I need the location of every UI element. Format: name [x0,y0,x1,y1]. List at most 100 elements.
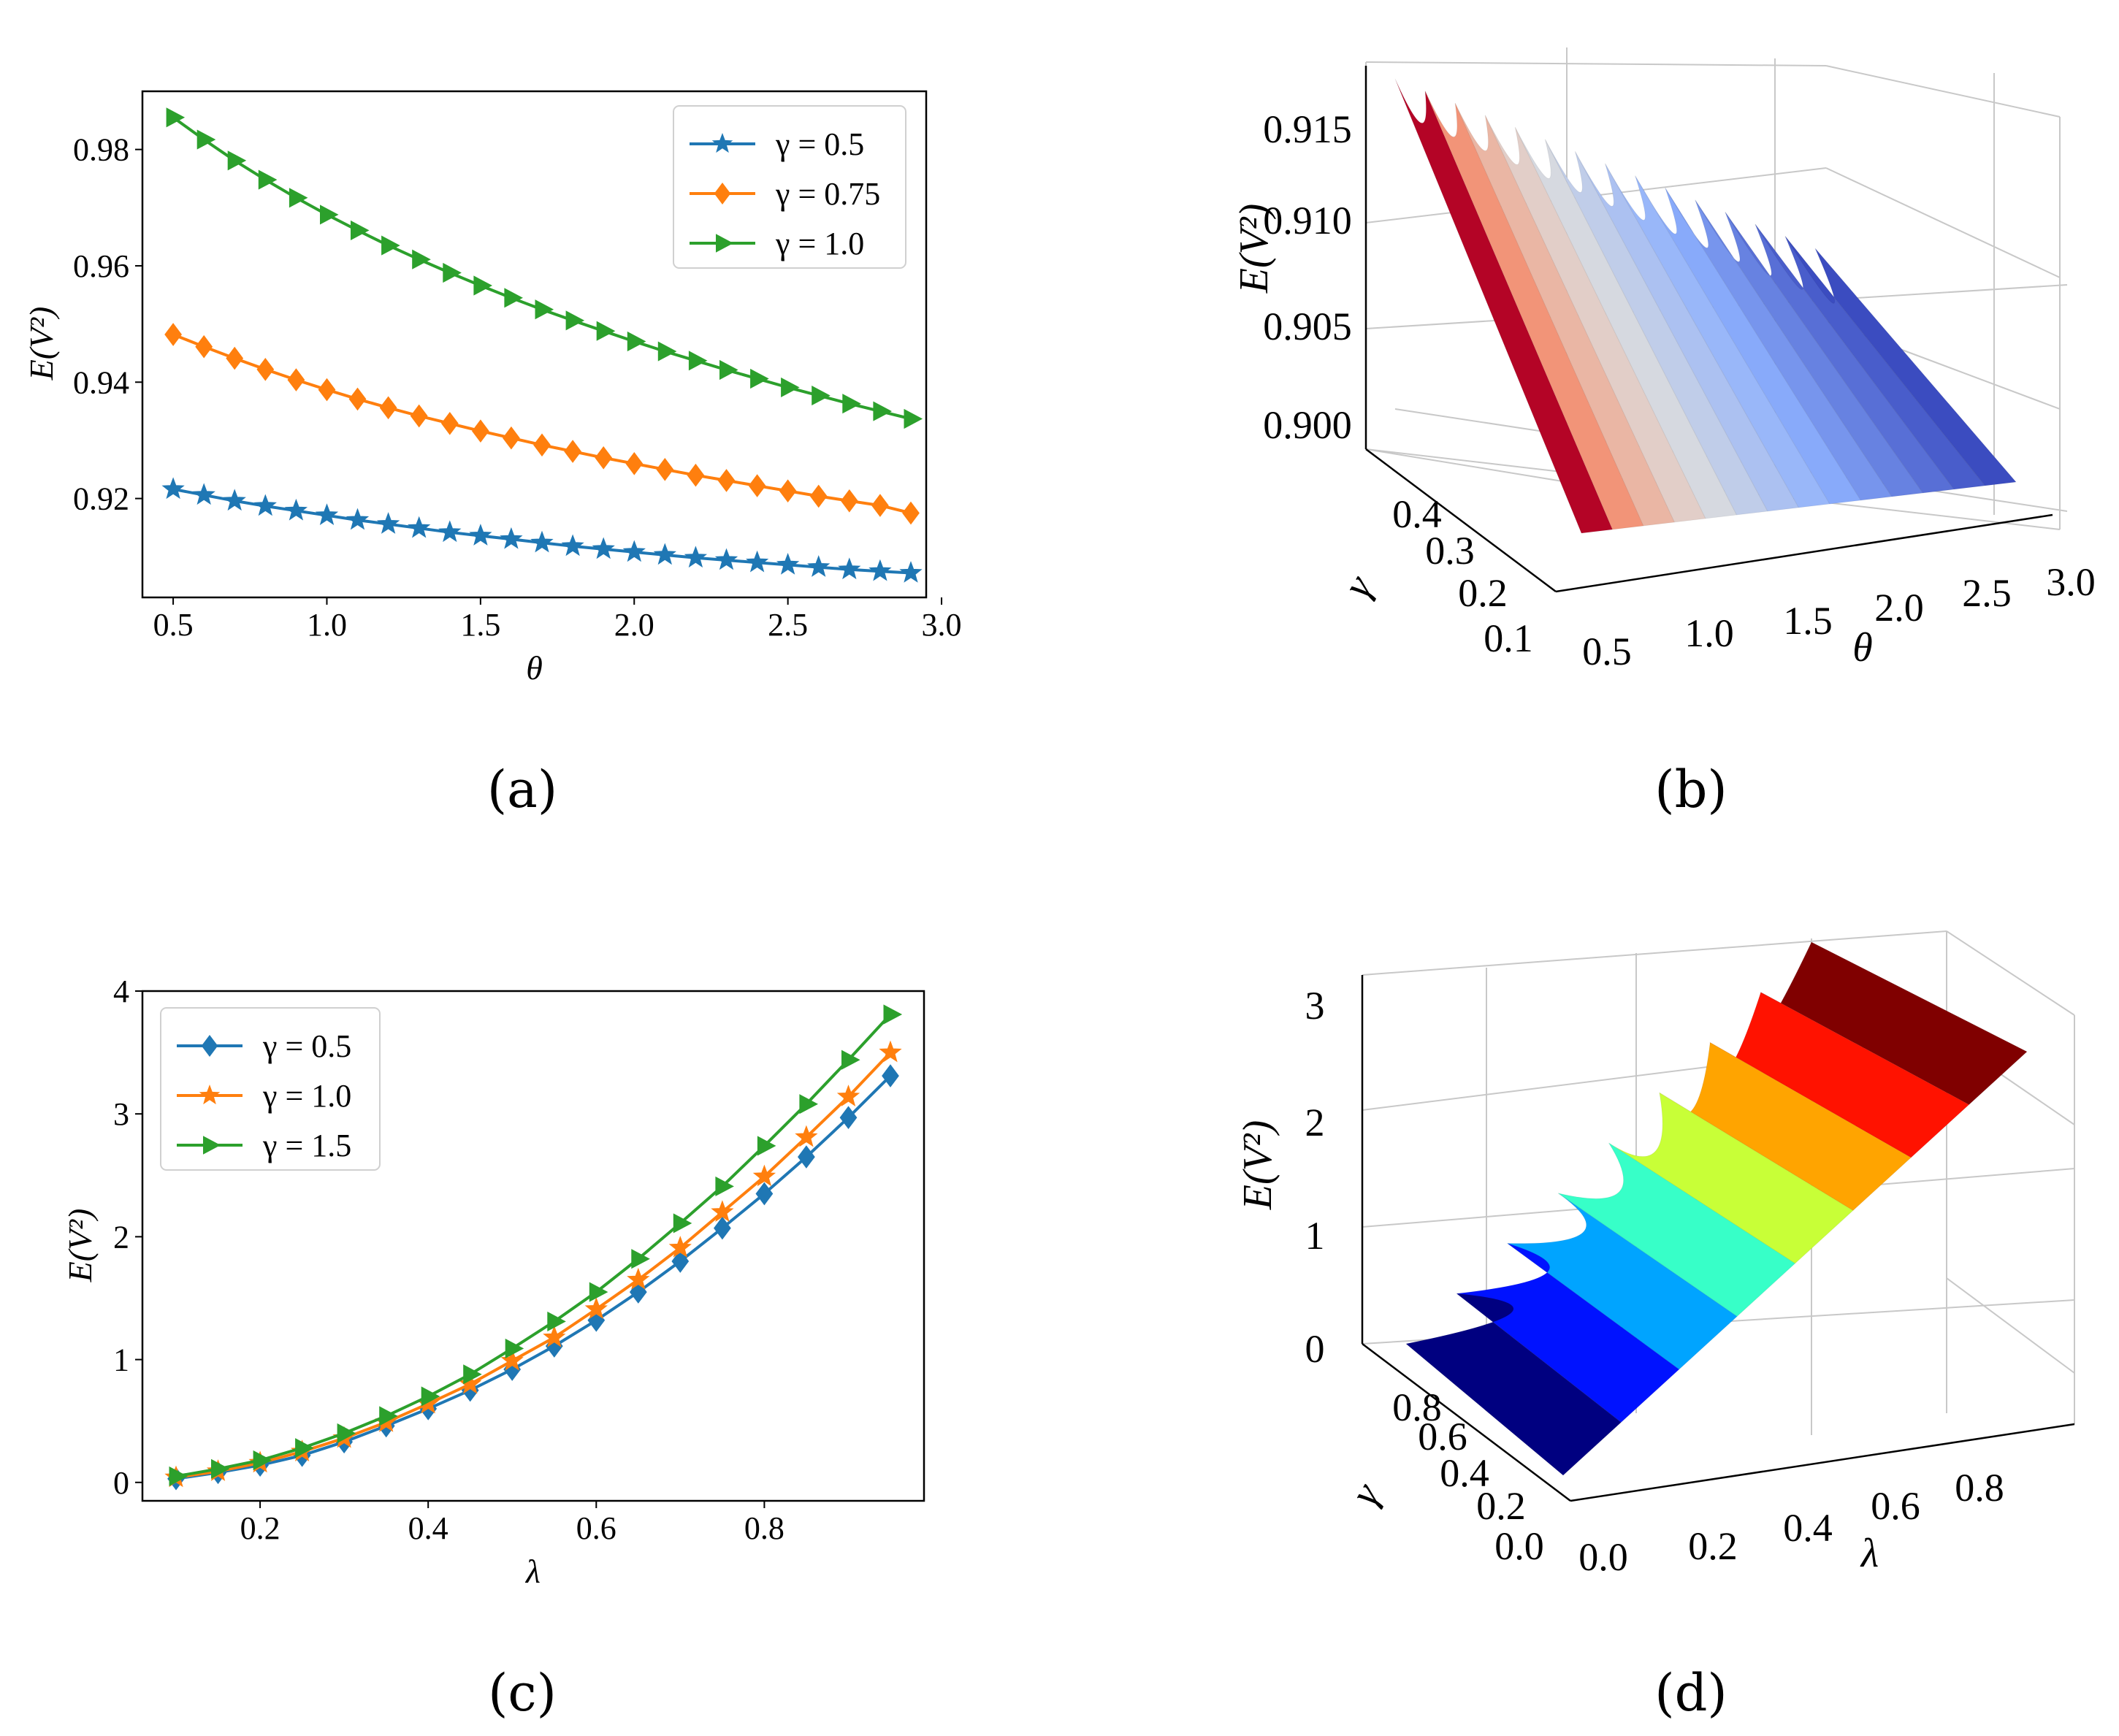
data-point-2-2 [463,1364,482,1385]
data-point-0-0 [684,546,708,568]
data-point-2-1 [627,1267,650,1290]
data-point-0-1 [287,368,305,391]
z-axis-label-3: E(V²) [1235,1120,1280,1211]
data-point-0-1 [902,501,920,525]
data-point-0-2 [443,262,462,283]
data-point-0-0 [592,537,615,559]
data-point-2-2 [169,1466,188,1486]
z-tick-label-1: 0.900 [1263,403,1352,447]
x-axis-label-2: λ [524,1553,541,1590]
y-axis-label-1: γ [1335,567,1383,605]
grid-line-3 [1946,1277,2075,1374]
x-tick-label-3: 0.0 [1578,1535,1628,1579]
legend-0 [673,105,906,269]
data-point-2-2 [715,1176,734,1196]
data-point-0-1 [533,433,551,457]
data-point-2-2 [253,1450,272,1471]
data-point-0-1 [564,440,581,463]
data-point-0-1 [840,489,858,513]
axis-line-3 [1570,1423,2075,1502]
chart-b-surface: 0.5 1.0 1.5 2.0 2.5 3.0 0.10.20.30.4 0.900 0.905… [1232,47,2096,673]
legend-label-0-1: γ = 0.75 [775,176,880,212]
y-tick-label-0: 0.96 [73,248,129,284]
legend-marker-2-1 [199,1085,221,1105]
data-point-0-0 [500,527,523,549]
data-point-2-2 [379,1406,398,1426]
y-tick-label-3: 0.2 [1476,1484,1526,1528]
data-point-0-0 [868,559,892,581]
data-point-0-1 [809,484,828,508]
data-point-2-2 [211,1458,230,1479]
data-point-0-1 [410,404,428,428]
legend-label-0-2: γ = 1.0 [775,226,864,261]
chart-a: 0.5 1.0 1.5 2.0 2.5 3.0 0.92 0.94 0.96 0.98 θ E(V²)… [23,90,962,687]
data-point-2-2 [799,1094,818,1114]
data-point-0-1 [348,387,367,411]
data-point-0-1 [440,411,459,435]
surface-band-3 [1608,1092,1854,1264]
x-tick-label-3: 0.2 [1688,1524,1738,1568]
surface-band-1 [1514,127,1738,519]
data-point-0-1 [472,419,489,443]
x-tick-label-2: 0.8 [744,1510,784,1546]
data-point-0-0 [408,516,431,538]
data-point-0-1 [779,479,797,503]
x-tick-label-0: 3.0 [922,607,962,643]
data-point-0-2 [320,204,339,225]
y-tick-label-1: 0.1 [1484,616,1533,660]
plot-frame-0 [141,90,928,599]
y-tick-label-0: 0.98 [73,132,129,168]
legend-label-0-0: γ = 0.5 [775,126,864,162]
surface-band-1 [1454,102,1676,527]
data-point-0-2 [842,394,861,414]
surface-band-1 [1755,223,1986,490]
x-tick-label-1: 1.5 [1783,599,1833,643]
surface-band-1 [1484,115,1706,523]
data-point-0-2 [812,386,831,406]
y-tick-label-2: 4 [113,974,129,1009]
z-tick-label-3: 1 [1305,1214,1325,1258]
data-point-0-2 [596,321,616,341]
data-point-0-2 [473,275,492,296]
y-tick-label-0: 0.94 [73,364,129,400]
x-tick-label-0: 1.5 [460,607,500,643]
axis-line-1 [1555,513,2053,593]
data-point-2-2 [673,1213,692,1234]
x-axis-label-0: θ [526,649,543,687]
data-point-2-1 [543,1325,566,1347]
data-point-0-2 [627,331,646,352]
data-point-2-2 [505,1338,524,1358]
data-point-0-1 [226,346,244,370]
data-point-0-2 [227,150,247,171]
surface-band-1 [1605,163,1830,508]
data-point-0-1 [256,357,275,381]
x-tick-label-3: 0.4 [1783,1506,1833,1550]
data-point-2-1 [584,1297,608,1319]
y-tick-label-2: 1 [113,1342,129,1378]
series-line-2-1 [175,1051,892,1479]
y-tick-label-1: 0.3 [1425,529,1475,573]
data-point-0-1 [595,446,613,470]
data-point-2-1 [752,1164,776,1187]
data-point-0-2 [535,299,554,320]
chart-c: 0.2 0.4 0.6 0.8 0 1 2 3 4 λ E(V²) γ = 0.5 γ = 1.0 γ =… [61,974,925,1590]
data-point-0-2 [258,169,278,190]
surface-band-1 [1544,139,1768,516]
y-tick-label-3: 0.6 [1418,1415,1467,1458]
legend-marker-0-0 [711,133,733,153]
y-tick-label-1: 0.2 [1458,571,1508,615]
x-tick-label-2: 0.6 [576,1510,616,1546]
x-tick-label-0: 1.0 [307,607,347,643]
data-point-0-0 [530,530,554,553]
data-point-0-0 [376,512,400,534]
surface-band-1 [1665,187,1893,501]
data-point-0-0 [838,557,861,580]
y-tick-label-3: 0.0 [1494,1524,1544,1568]
data-point-0-0 [561,534,584,557]
legend-marker-0-2 [716,234,733,253]
data-point-0-2 [565,310,585,331]
plot-frame-2 [141,990,925,1502]
y-axis-label-0: E(V²) [23,307,60,381]
data-point-0-1 [318,378,336,402]
